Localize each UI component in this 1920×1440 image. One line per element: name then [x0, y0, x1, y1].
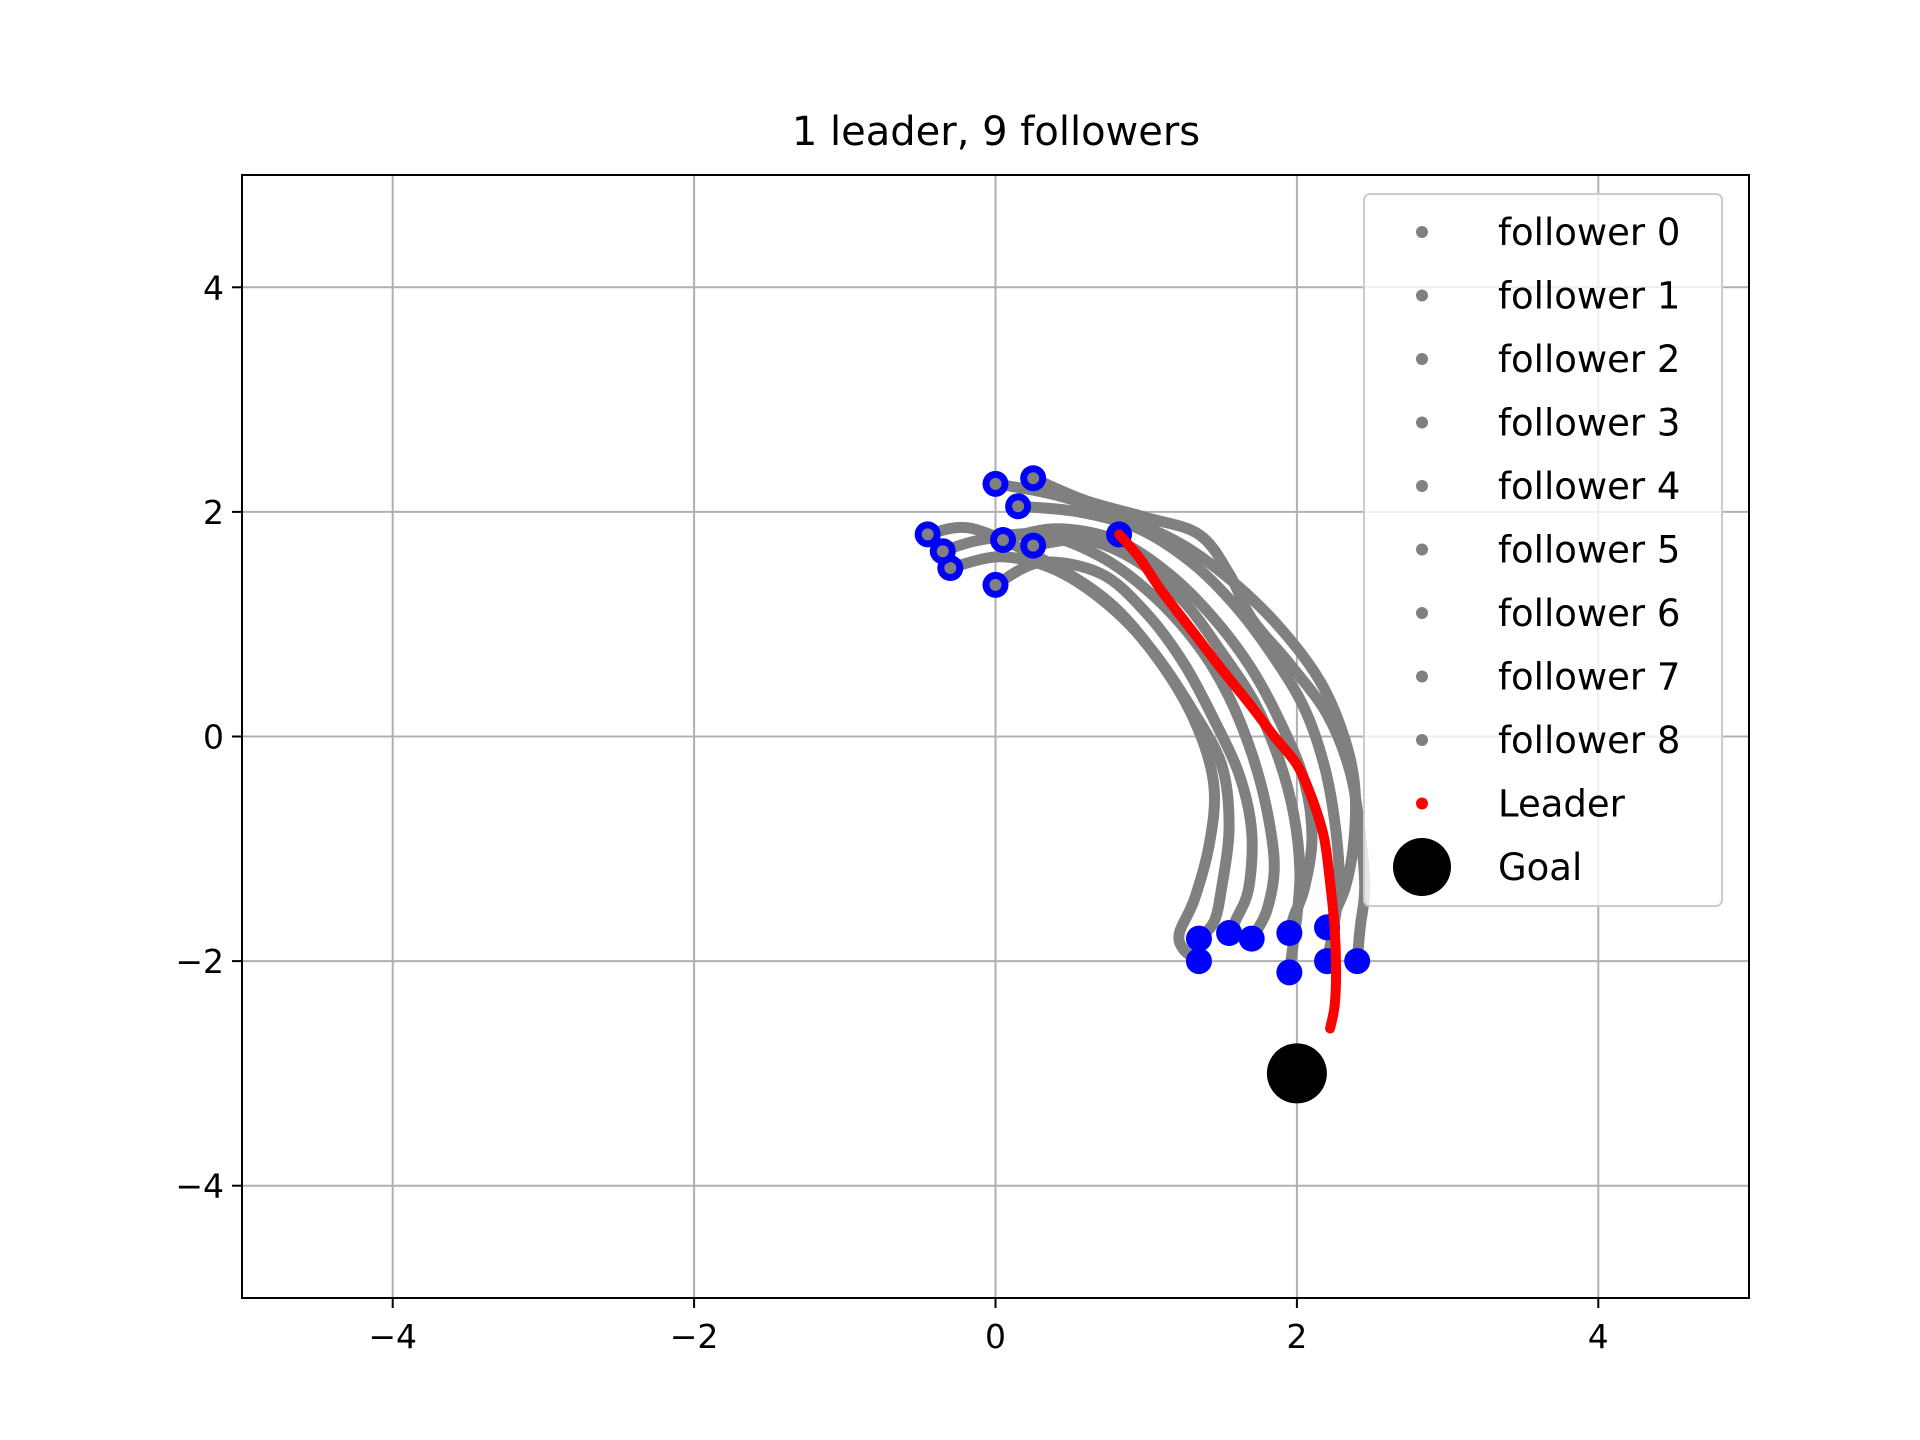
legend-label-9: Leader — [1498, 783, 1626, 826]
legend-marker-5 — [1416, 543, 1428, 556]
chart-title: 1 leader, 9 followers — [792, 109, 1200, 155]
x-tick-label: 2 — [1286, 1317, 1307, 1356]
follower-2-trajectory — [990, 556, 1258, 939]
x-tick-label: −4 — [368, 1317, 417, 1356]
legend-label-4: follower 4 — [1498, 465, 1680, 508]
follower-0-end-point — [1185, 925, 1212, 952]
legend-marker-4 — [1416, 480, 1428, 492]
legend-marker-2 — [1416, 353, 1428, 365]
follower-4-end-point — [1276, 920, 1303, 947]
x-tick-label: 4 — [1588, 1317, 1609, 1356]
legend-marker-7 — [1416, 670, 1428, 683]
legend-marker-9 — [1416, 797, 1428, 810]
x-tick-label: −2 — [670, 1317, 719, 1356]
axis-ticks: −4 −2 0 2 4 −4 −2 0 2 4 — [175, 268, 1608, 1356]
follower-6-start-trace — [1012, 500, 1025, 513]
legend-box — [1363, 193, 1723, 907]
legend-label-6: follower 6 — [1498, 592, 1680, 635]
follower-7-start-trace — [989, 477, 1002, 490]
legend-marker-1 — [1416, 289, 1428, 302]
y-tick-label: 2 — [203, 493, 224, 532]
y-tick-label: 4 — [203, 268, 224, 307]
legend-label-5: follower 5 — [1498, 529, 1680, 572]
legend-label-0: follower 0 — [1498, 211, 1680, 254]
legend-label-8: follower 8 — [1498, 719, 1680, 762]
legend-marker-6 — [1416, 607, 1428, 619]
legend-label-3: follower 3 — [1498, 402, 1680, 445]
y-tick-label: −4 — [175, 1167, 224, 1206]
follower-3-start-trace — [936, 545, 949, 558]
follower-1-trajectory — [944, 551, 1221, 967]
legend: follower 0 follower 1 follower 2 follower 3… — [1363, 193, 1723, 907]
follower-5-start-trace — [1027, 539, 1040, 552]
follower-2-start-trace — [989, 578, 1002, 591]
follower-4-start-trace — [997, 533, 1010, 546]
follower-2-end-point — [1216, 920, 1243, 947]
legend-label-1: follower 1 — [1498, 275, 1680, 318]
follower-5-end-point — [1276, 959, 1303, 986]
leader-trajectory — [1114, 529, 1342, 1034]
follower-8-start-trace — [1027, 472, 1040, 485]
legend-marker-0 — [1416, 226, 1428, 238]
legend-marker-3 — [1416, 416, 1428, 429]
y-tick-label: 0 — [203, 718, 224, 757]
follower-3-end-point — [1238, 925, 1265, 952]
y-tick-label: −2 — [175, 942, 224, 981]
x-tick-label: 0 — [985, 1317, 1006, 1356]
follower-8-end-point — [1344, 948, 1371, 975]
follower-0-start-trace — [921, 528, 934, 541]
follower-1-end-point — [1185, 948, 1212, 975]
legend-marker-8 — [1416, 734, 1428, 746]
goal-marker — [1266, 1043, 1327, 1104]
follower-1-start-trace — [944, 562, 957, 575]
legend-label-7: follower 7 — [1498, 656, 1680, 699]
legend-label-2: follower 2 — [1498, 338, 1680, 381]
legend-label-10: Goal — [1498, 846, 1582, 889]
legend-marker-10 — [1393, 838, 1451, 896]
